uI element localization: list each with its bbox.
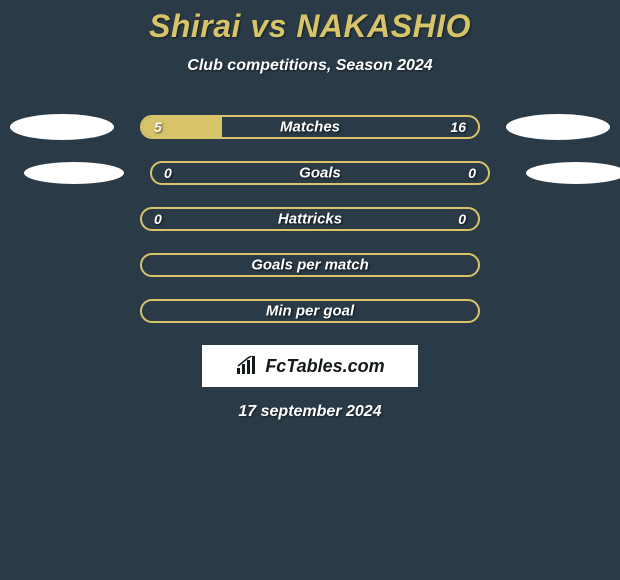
stat-label: Goals per match [251,257,369,274]
placeholder [10,206,114,232]
stat-value-left: 0 [164,165,172,181]
stat-row: Hattricks 0 0 [0,207,620,231]
stat-label: Goals [299,165,341,182]
page-subtitle: Club competitions, Season 2024 [0,57,620,75]
placeholder [506,298,610,324]
stat-bar: Matches 5 16 [140,115,480,139]
chart-icon [235,356,259,376]
stat-value-left: 0 [154,211,162,227]
stat-bar: Hattricks 0 0 [140,207,480,231]
stat-value-right: 0 [468,165,476,181]
site-name: FcTables.com [265,356,384,377]
stat-bar: Goals per match [140,253,480,277]
stat-bar: Goals 0 0 [150,161,490,185]
stat-value-right: 0 [458,211,466,227]
placeholder [10,298,114,324]
player-right-marker [526,162,620,184]
stat-value-left: 5 [154,119,162,135]
stat-bar: Min per goal [140,299,480,323]
stat-label: Min per goal [266,303,354,320]
player-left-marker [24,162,124,184]
placeholder [506,206,610,232]
player-left-marker [10,114,114,140]
placeholder [10,252,114,278]
stat-value-right: 16 [450,119,466,135]
page-title: Shirai vs NAKASHIO [0,8,620,45]
comparison-container: Shirai vs NAKASHIO Club competitions, Se… [0,0,620,421]
footer-date: 17 september 2024 [0,403,620,421]
stat-row: Goals per match [0,253,620,277]
stat-row: Matches 5 16 [0,115,620,139]
stat-rows: Matches 5 16 Goals 0 0 Hattricks 0 0 Goals per ma… [0,115,620,323]
site-logo[interactable]: FcTables.com [202,345,418,387]
player-right-marker [506,114,610,140]
stat-label: Matches [280,119,340,136]
stat-row: Min per goal [0,299,620,323]
stat-row: Goals 0 0 [0,161,620,185]
stat-label: Hattricks [278,211,342,228]
placeholder [506,252,610,278]
